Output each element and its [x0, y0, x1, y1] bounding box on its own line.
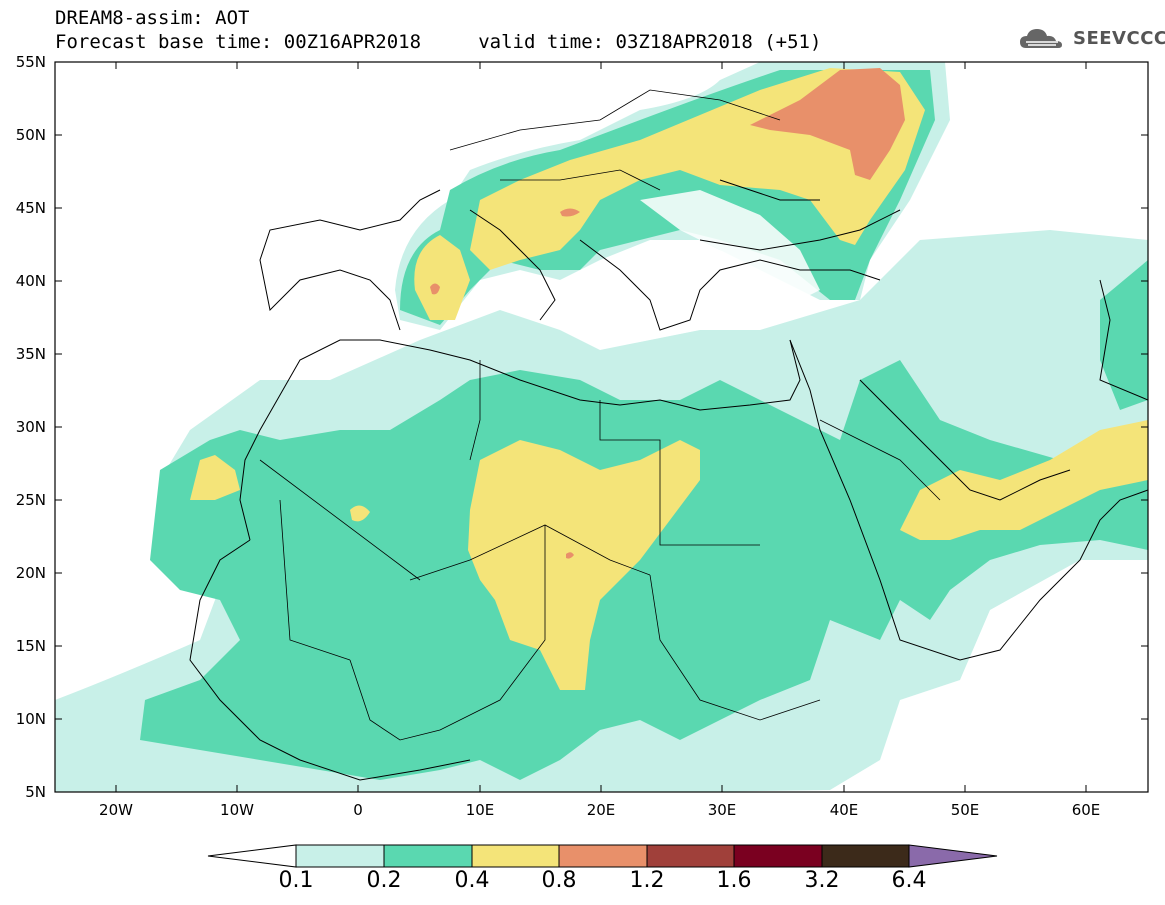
colorbar-label: 6.4	[891, 868, 927, 893]
lat-ticks	[55, 61, 1148, 720]
lon-label: 60E	[1071, 801, 1101, 819]
colorbar-label: 0.1	[278, 868, 314, 893]
colorbar-swatch-6	[733, 844, 823, 868]
colorbar-swatch-3	[471, 844, 560, 868]
aot-field	[55, 62, 1148, 792]
colorbar-label: 1.2	[629, 868, 665, 893]
title-line-2: Forecast base time: 00Z16APR2018 valid t…	[55, 31, 822, 53]
seevccc-logo: SEEVCCC	[1018, 24, 1165, 54]
lon-label: 0	[353, 801, 363, 819]
colorbar-label: 3.2	[804, 868, 840, 893]
colorbar-swatch-2	[383, 844, 473, 868]
colorbar	[207, 844, 998, 868]
colorbar-swatch-4	[558, 844, 648, 868]
lon-label: 10E	[465, 801, 495, 819]
title-line-1: DREAM8-assim: AOT	[55, 7, 250, 29]
lat-label: 20N	[15, 564, 46, 582]
coastlines	[55, 179, 1148, 790]
lat-label: 50N	[15, 126, 46, 144]
aot-0.8-fill	[430, 68, 905, 559]
lon-label: 30E	[707, 801, 737, 819]
lat-label: 10N	[15, 710, 46, 728]
lat-label: 25N	[15, 491, 46, 509]
colorbar-label: 0.4	[454, 868, 490, 893]
lon-label: 10W	[220, 801, 254, 819]
colorbar-high-arrow	[908, 844, 998, 868]
colorbar-low-arrow	[207, 844, 297, 868]
lon-label: 50E	[950, 801, 980, 819]
lat-label: 55N	[15, 53, 46, 71]
colorbar-label: 0.2	[366, 868, 402, 893]
lat-label: 30N	[15, 418, 46, 436]
lon-label: 40E	[829, 801, 859, 819]
lat-label: 40N	[15, 272, 46, 290]
political-borders	[259, 89, 941, 741]
lat-label: 35N	[15, 345, 46, 363]
lat-label: 5N	[25, 783, 46, 801]
lon-label: 20E	[586, 801, 616, 819]
colorbar-label: 0.8	[541, 868, 577, 893]
colorbar-swatch-1	[295, 844, 385, 868]
colorbar-swatch-5	[646, 844, 735, 868]
lon-ticks	[115, 62, 1087, 792]
logo-text: SEEVCCC	[1073, 28, 1165, 49]
colorbar-swatch-7	[821, 844, 910, 868]
lat-label: 15N	[15, 637, 46, 655]
lat-label: 45N	[15, 199, 46, 217]
lon-label: 20W	[99, 801, 133, 819]
colorbar-label: 1.6	[716, 868, 752, 893]
cloud-icon	[1020, 29, 1062, 48]
